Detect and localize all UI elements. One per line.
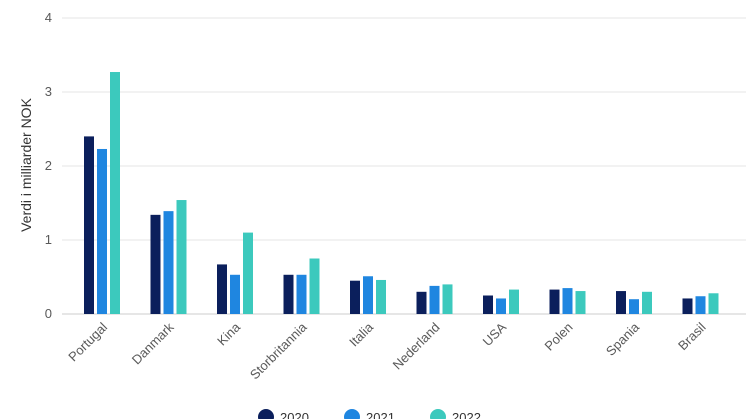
y-tick-label: 3: [45, 84, 52, 99]
legend-marker: [430, 409, 446, 419]
bar-2022-polen: [575, 291, 586, 314]
bar-2020-portugal: [84, 136, 94, 314]
y-axis-title: Verdi i milliarder NOK: [18, 97, 34, 231]
bar-2020-usa: [483, 295, 493, 314]
bar-2020-danmark: [150, 214, 161, 314]
bar-2022-usa: [509, 289, 519, 314]
bar-2020-brasil: [682, 298, 693, 314]
legend-item-2021[interactable]: 2021: [344, 409, 395, 419]
legend-item-2022[interactable]: 2022: [430, 409, 481, 419]
x-tick-label: Nederland: [390, 320, 443, 373]
bar-2021-italia: [363, 276, 373, 314]
bar-2022-portugal: [110, 72, 120, 315]
bar-2022-storbritannia: [309, 258, 320, 314]
legend: 2020 2021 2022: [258, 409, 481, 419]
bar-2022-italia: [376, 279, 386, 314]
x-tick-label: Danmark: [129, 319, 177, 367]
bar-2022-nederland: [442, 284, 453, 314]
y-tick-label: 0: [45, 306, 52, 321]
bar-2021-spania: [629, 299, 639, 314]
y-tick-label: 2: [45, 158, 52, 173]
x-tick-label: Spania: [603, 319, 643, 359]
bar-2022-spania: [642, 291, 652, 314]
bar-2021-portugal: [97, 148, 107, 314]
bar-2020-kina: [217, 264, 227, 314]
legend-marker: [258, 409, 274, 419]
x-tick-label: Kina: [214, 319, 244, 349]
y-tick-label: 4: [45, 10, 52, 25]
x-tick-label: Italia: [346, 319, 377, 350]
bar-2022-kina: [243, 232, 253, 314]
bar-2021-storbritannia: [296, 274, 307, 314]
x-axis-ticks: Portugal Danmark Kina Storbritannia Italia Ne…: [65, 319, 708, 382]
legend-item-2020[interactable]: 2020: [258, 409, 309, 419]
bars: [84, 72, 719, 315]
bar-2021-kina: [230, 274, 240, 314]
bar-2020-spania: [616, 291, 626, 314]
bar-2022-brasil: [708, 293, 719, 314]
x-tick-label: Portugal: [65, 319, 110, 364]
legend-marker: [344, 409, 360, 419]
bar-2020-storbritannia: [283, 274, 294, 314]
bar-2021-brasil: [695, 296, 706, 314]
bar-2020-nederland: [416, 291, 427, 314]
x-tick-label: USA: [480, 319, 510, 349]
bar-2022-danmark: [176, 200, 187, 314]
legend-label: 2021: [366, 410, 395, 419]
x-tick-label: Storbritannia: [247, 319, 310, 382]
x-tick-label: Polen: [542, 320, 576, 354]
bar-2021-nederland: [429, 285, 440, 314]
x-tick-label: Brasil: [675, 319, 709, 353]
y-tick-label: 1: [45, 232, 52, 247]
bar-2021-usa: [496, 298, 506, 314]
bar-2021-polen: [562, 288, 573, 314]
bar-2021-danmark: [163, 211, 174, 314]
bar-2020-polen: [549, 289, 560, 314]
legend-label: 2020: [280, 410, 309, 419]
y-axis-ticks: 0 1 2 3 4: [45, 10, 52, 321]
bar-2020-italia: [350, 280, 360, 314]
legend-label: 2022: [452, 410, 481, 419]
